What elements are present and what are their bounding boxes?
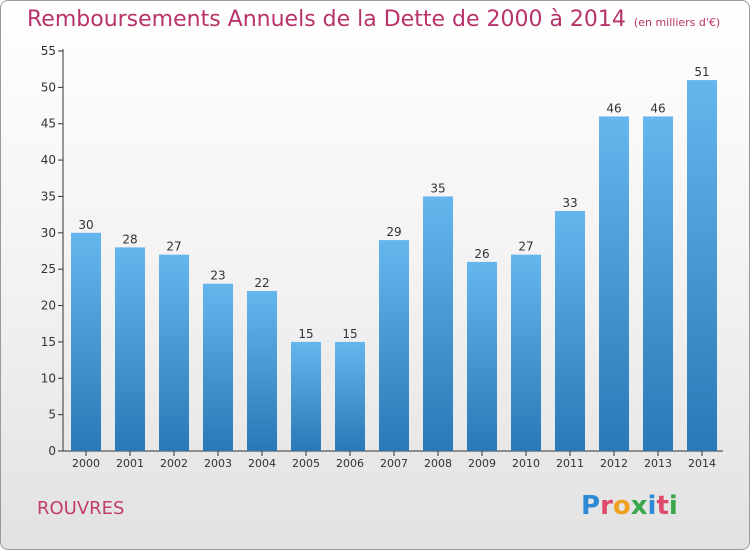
bar (115, 247, 145, 451)
y-tick-label: 5 (48, 408, 56, 422)
bar (643, 116, 673, 452)
logo-letter: i (647, 491, 657, 521)
bar-value-label: 22 (254, 276, 269, 290)
chart-title-text: Remboursements Annuels de la Dette de 20… (27, 7, 626, 32)
y-tick-label: 0 (48, 444, 56, 458)
bar-value-label: 51 (694, 65, 709, 79)
x-tick-label: 2006 (336, 457, 364, 470)
bar-value-label: 15 (342, 327, 357, 341)
x-tick-label: 2005 (292, 457, 320, 470)
bar (71, 232, 101, 451)
x-tick-label: 2008 (424, 457, 452, 470)
bar (291, 341, 321, 451)
bar-value-label: 30 (78, 218, 93, 232)
bar (379, 240, 409, 451)
y-tick-label: 15 (41, 335, 56, 349)
y-tick-label: 10 (41, 371, 56, 385)
y-tick-label: 50 (41, 80, 56, 94)
bar-value-label: 46 (606, 101, 621, 115)
bar (511, 254, 541, 451)
bar (555, 211, 585, 451)
y-tick-label: 45 (41, 117, 56, 131)
bar-value-label: 27 (166, 240, 181, 254)
logo-letter: i (668, 491, 678, 521)
logo-letter: t (656, 491, 669, 521)
bar (687, 80, 717, 451)
x-tick-label: 2002 (160, 457, 188, 470)
bar (247, 291, 277, 451)
place-name: ROUVRES (37, 498, 125, 519)
logo-letter: r (600, 491, 613, 521)
x-tick-label: 2014 (688, 457, 716, 470)
bar-value-label: 27 (518, 240, 533, 254)
bar (467, 261, 497, 451)
y-tick-label: 30 (41, 226, 56, 240)
bar (335, 341, 365, 451)
proxiti-logo: Proxiti (581, 491, 678, 521)
x-tick-label: 2004 (248, 457, 276, 470)
x-tick-label: 2001 (116, 457, 144, 470)
bar-value-label: 23 (210, 269, 225, 283)
bar (599, 116, 629, 452)
bar-value-label: 29 (386, 225, 401, 239)
x-tick-label: 2013 (644, 457, 672, 470)
bar-value-label: 28 (122, 232, 137, 246)
bar-value-label: 15 (298, 327, 313, 341)
y-tick-label: 55 (41, 44, 56, 58)
x-tick-label: 2012 (600, 457, 628, 470)
logo-letter: o (612, 491, 631, 521)
bar-value-label: 46 (650, 101, 665, 115)
x-tick-label: 2007 (380, 457, 408, 470)
chart-subtitle: (en milliers d'€) (633, 16, 721, 29)
y-tick-label: 25 (41, 262, 56, 276)
x-tick-label: 2010 (512, 457, 540, 470)
bar (159, 254, 189, 451)
y-tick-label: 35 (41, 189, 56, 203)
x-tick-label: 2011 (556, 457, 584, 470)
bar (423, 196, 453, 451)
bar-value-label: 33 (562, 196, 577, 210)
bar-value-label: 26 (474, 247, 489, 261)
x-tick-label: 2003 (204, 457, 232, 470)
y-tick-label: 20 (41, 299, 56, 313)
logo-letter: P (581, 491, 601, 521)
logo-letter: x (630, 491, 648, 521)
x-tick-label: 2009 (468, 457, 496, 470)
chart-title: Remboursements Annuels de la Dette de 20… (27, 7, 720, 32)
x-tick-label: 2000 (72, 457, 100, 470)
bar (203, 283, 233, 451)
y-tick-label: 40 (41, 153, 56, 167)
bar-value-label: 35 (430, 181, 445, 195)
